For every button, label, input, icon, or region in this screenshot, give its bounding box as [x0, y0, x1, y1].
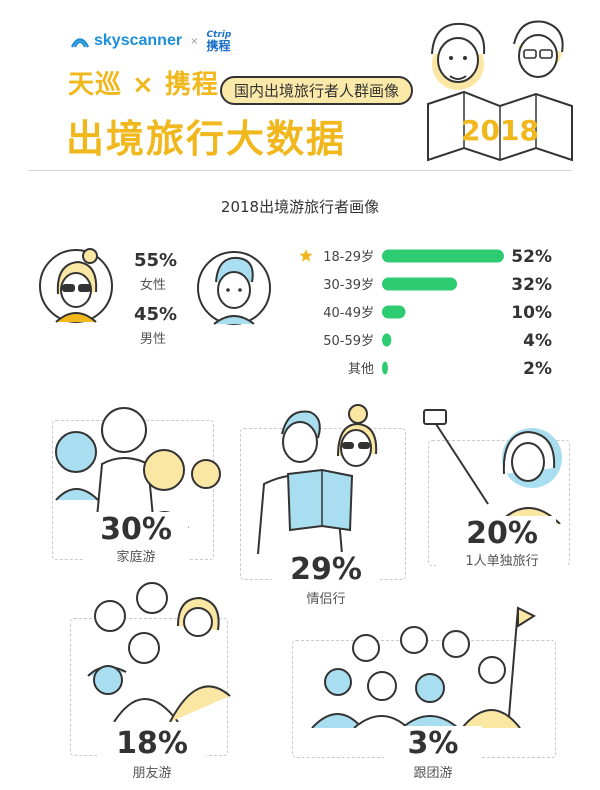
tour-group-pct: 3%: [384, 726, 482, 761]
female-label: 女性: [140, 278, 167, 293]
age-bar: [382, 277, 458, 291]
age-value-label: 2%: [523, 359, 552, 379]
left-traveller-face-icon: [437, 37, 479, 83]
friends-travel-illustration: [87, 582, 231, 722]
age-value-label: 52%: [511, 247, 552, 267]
couple-travel-illustration: [257, 404, 378, 554]
male-label: 男性: [140, 332, 167, 347]
ctrip-logo: Ctrip 携程: [206, 29, 232, 53]
age-value-label: 4%: [523, 331, 552, 351]
age-bar: [382, 333, 392, 347]
guide-flag-icon: [517, 606, 537, 628]
age-category-label: 30-39岁: [323, 278, 374, 293]
age-category-label: 40-49岁: [323, 306, 374, 321]
friends-travel-pct: 18%: [98, 726, 206, 761]
age-bar: [382, 249, 504, 263]
solo-travel-pct: 20%: [448, 516, 556, 551]
male-avatar-icon: [197, 251, 271, 325]
highlight-star-icon: [299, 249, 313, 262]
friends-travel-label: 朋友游: [98, 762, 206, 781]
couple-travel-label: 情侣行: [272, 588, 380, 607]
age-value-label: 10%: [511, 303, 552, 323]
tour-group-illustration: [311, 606, 537, 728]
family-travel-illustration: [55, 407, 221, 528]
right-traveller-face-icon: [518, 34, 558, 78]
age-category-label: 18-29岁: [323, 250, 374, 265]
female-pct: 55%: [134, 250, 178, 271]
solo-travel-label: 1人单独旅行: [436, 550, 568, 569]
age-category-label: 其他: [348, 362, 374, 377]
ctrip-logo-en: Ctrip: [206, 29, 232, 40]
age-category-label: 50-59岁: [323, 334, 374, 349]
male-pct: 45%: [134, 304, 178, 325]
map-icon: [286, 468, 354, 532]
family-travel-label: 家庭游: [84, 546, 188, 565]
age-bar: [382, 305, 406, 319]
header-divider: [28, 170, 572, 171]
tour-group-label: 跟团游: [384, 762, 482, 781]
couple-travel-pct: 29%: [272, 552, 380, 587]
skyscanner-logo: skyscanner: [70, 32, 182, 50]
phone-icon: [423, 409, 447, 425]
female-avatar-icon: [39, 248, 113, 323]
title-line1: 天巡 × 携程: [68, 70, 219, 100]
skyscanner-sun-icon: [70, 38, 90, 48]
page-title: 出境旅行大数据: [66, 117, 347, 161]
section-title: 2018出境游旅行者画像: [220, 198, 380, 216]
skyscanner-text: skyscanner: [94, 32, 183, 49]
family-travel-pct: 30%: [84, 512, 188, 547]
age-bar-chart: 18-29岁 52% 30-39岁 32% 40-49岁 10% 50-59岁 4% 其他 2%: [299, 247, 552, 379]
ctrip-logo-cn: 携程: [206, 38, 231, 53]
age-value-label: 32%: [511, 275, 552, 295]
brand-row: skyscanner × Ctrip 携程: [70, 30, 231, 52]
title-subtitle-badge: 国内出境旅行者人群画像: [220, 76, 414, 105]
solo-travel-illustration: [423, 409, 562, 524]
age-bar: [382, 361, 388, 375]
travellers-map-illustration: 2018: [427, 20, 573, 162]
year-label: 2018: [461, 114, 539, 147]
brand-separator: ×: [190, 35, 199, 47]
